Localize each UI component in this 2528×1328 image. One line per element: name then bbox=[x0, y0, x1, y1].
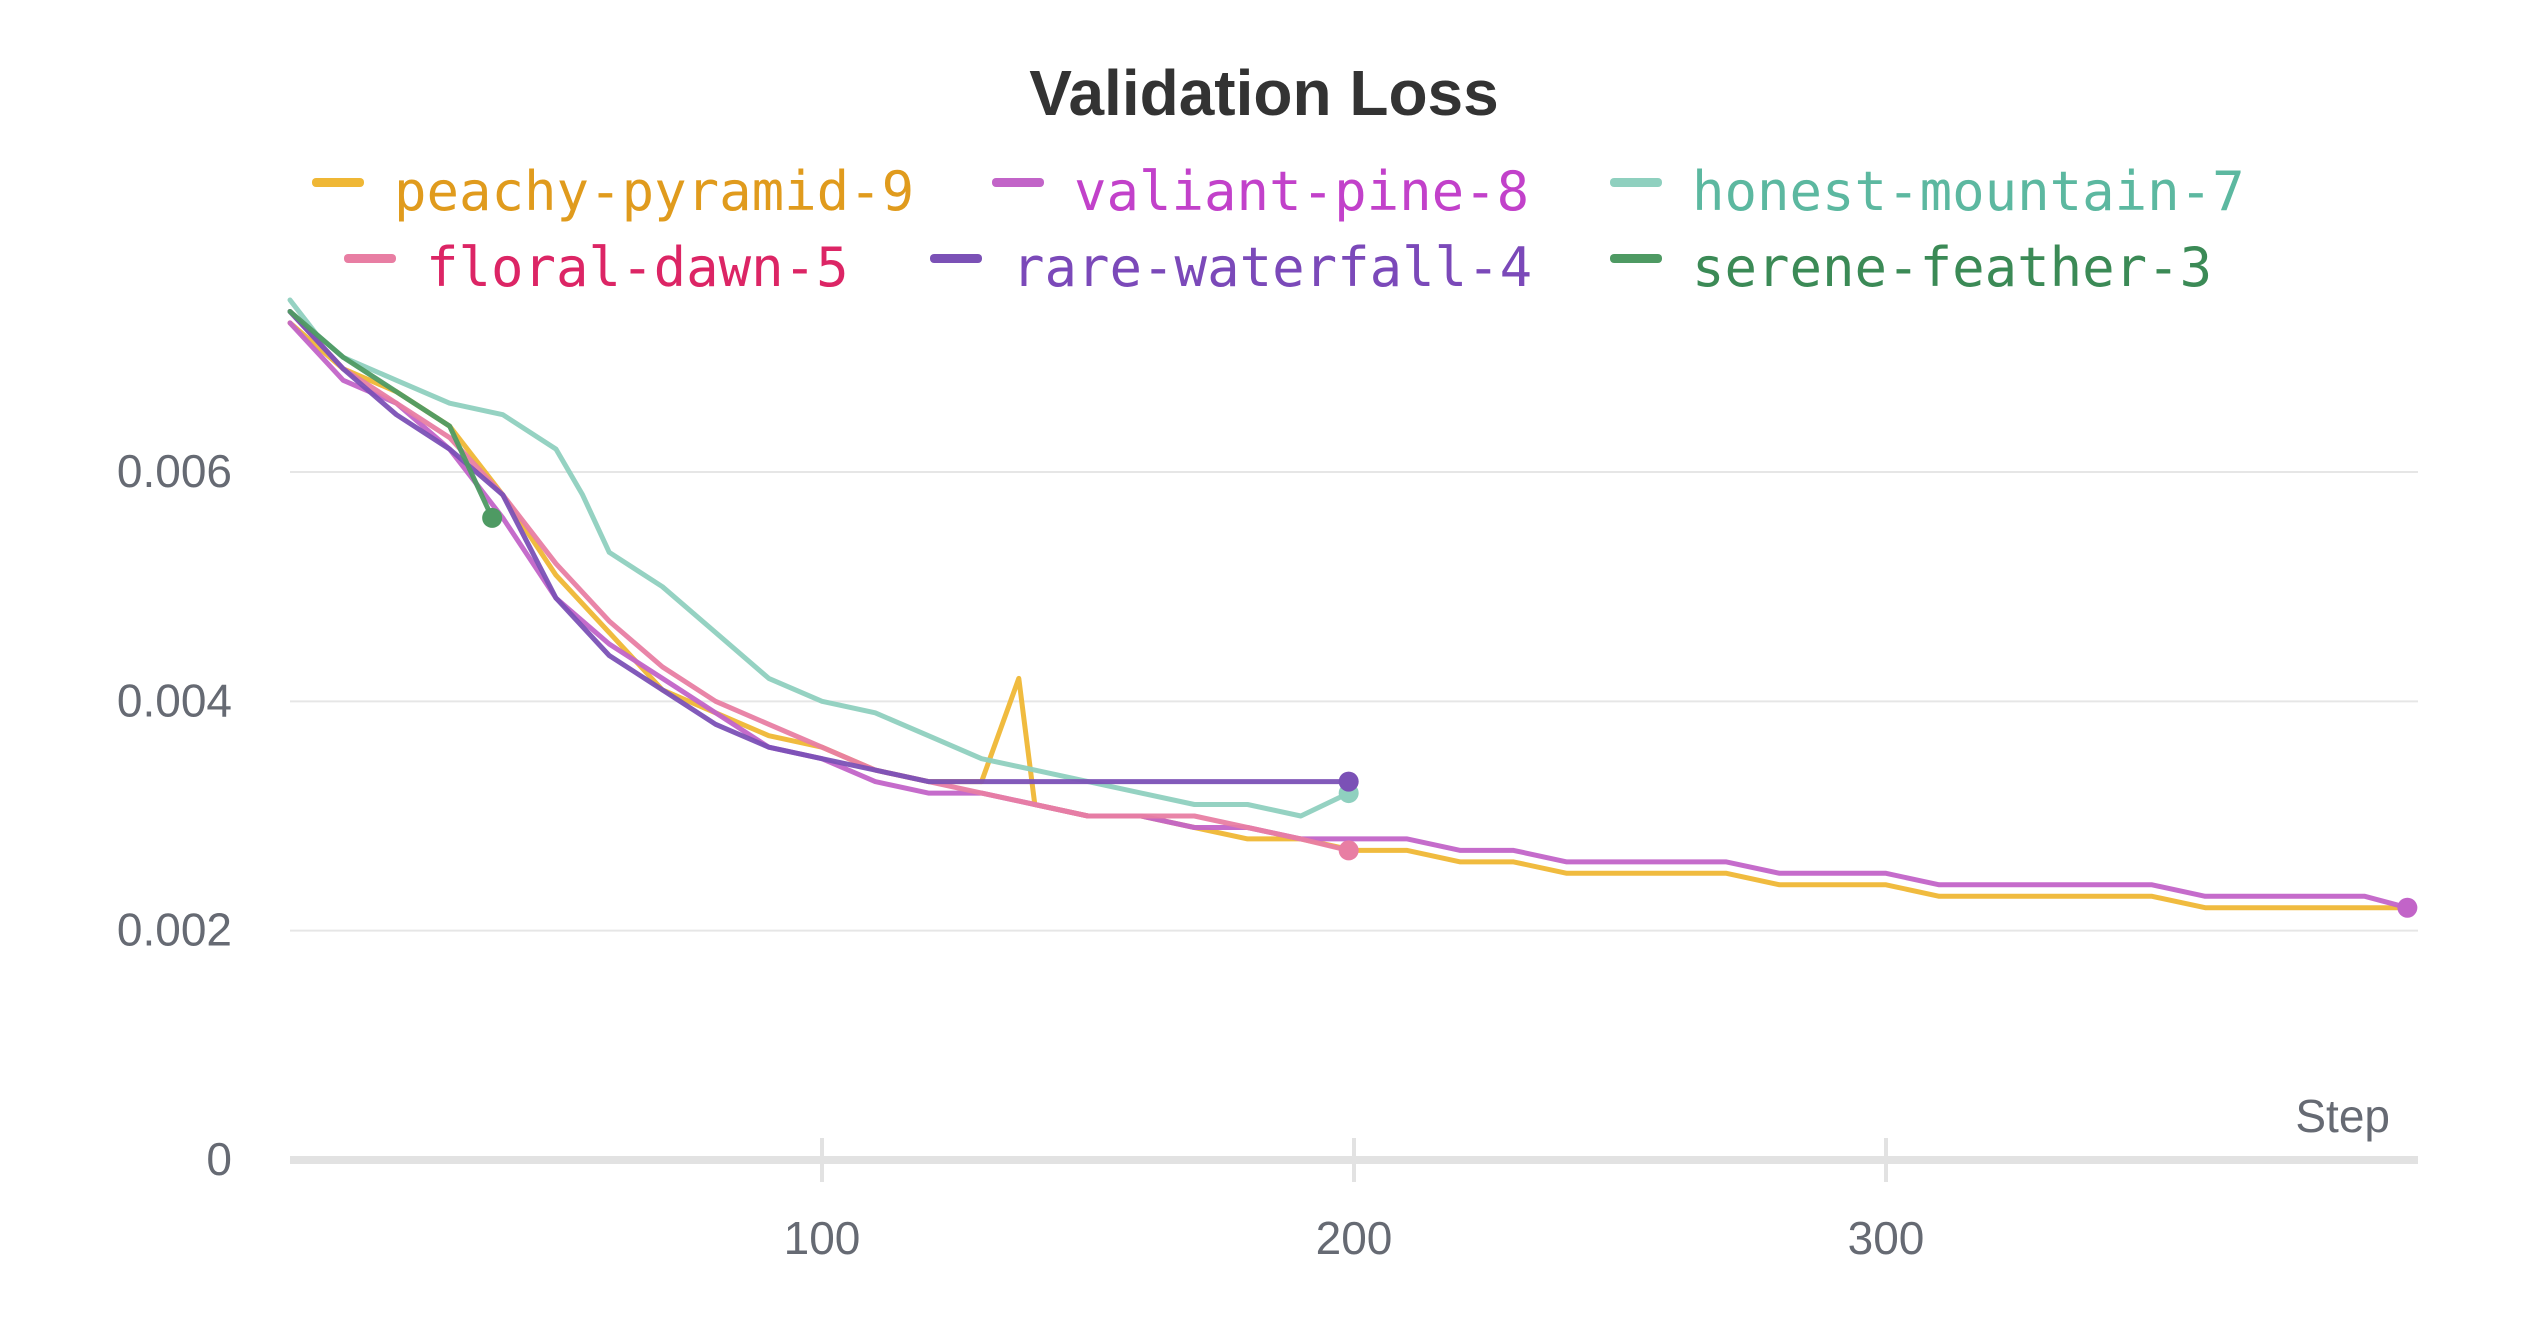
legend-item-rare-waterfall-4[interactable]: rare-waterfall-4 bbox=[930, 236, 1532, 299]
series-line-rare-waterfall-4 bbox=[287, 309, 1352, 785]
legend-swatch bbox=[930, 254, 982, 263]
series-end-point-valiant-pine-8 bbox=[2397, 897, 2418, 918]
legend-label: rare-waterfall-4 bbox=[1012, 236, 1533, 299]
legend-item-peachy-pyramid-9[interactable]: peachy-pyramid-9 bbox=[312, 160, 914, 223]
legend-swatch bbox=[992, 178, 1044, 187]
series-end-point-rare-waterfall-4 bbox=[1338, 771, 1359, 792]
x-tick-label: 200 bbox=[1316, 1212, 1393, 1264]
legend-label: valiant-pine-8 bbox=[1074, 160, 1530, 223]
series-end-point-floral-dawn-5 bbox=[1338, 840, 1359, 861]
chart-title: Validation Loss bbox=[1029, 57, 1499, 129]
series-line-peachy-pyramid-9 bbox=[287, 320, 2410, 911]
x-tick-label: 100 bbox=[784, 1212, 861, 1264]
legend-swatch bbox=[1610, 178, 1662, 187]
legend-label: peachy-pyramid-9 bbox=[394, 160, 915, 223]
legend-item-serene-feather-3[interactable]: serene-feather-3 bbox=[1610, 236, 2212, 299]
y-tick-label: 0.006 bbox=[117, 445, 232, 497]
legend-swatch bbox=[312, 178, 364, 187]
legend-swatch bbox=[344, 254, 396, 263]
y-tick-label: 0.002 bbox=[117, 904, 232, 956]
legend-label: serene-feather-3 bbox=[1692, 236, 2213, 299]
series-line-honest-mountain-7 bbox=[287, 297, 1352, 819]
legend-item-honest-mountain-7[interactable]: honest-mountain-7 bbox=[1610, 160, 2245, 223]
legend-label: honest-mountain-7 bbox=[1692, 160, 2245, 223]
legend-swatch bbox=[1610, 254, 1662, 263]
y-tick-label: 0 bbox=[206, 1133, 232, 1185]
x-axis-label: Step bbox=[2295, 1090, 2390, 1142]
series-line-floral-dawn-5 bbox=[287, 309, 1352, 853]
series-line-valiant-pine-8 bbox=[287, 320, 2410, 911]
legend-item-valiant-pine-8[interactable]: valiant-pine-8 bbox=[992, 160, 1529, 223]
series-end-point-serene-feather-3 bbox=[482, 507, 503, 528]
series-line-serene-feather-3 bbox=[287, 309, 495, 521]
y-tick-label: 0.004 bbox=[117, 674, 232, 726]
legend-item-floral-dawn-5[interactable]: floral-dawn-5 bbox=[344, 236, 849, 299]
x-tick-label: 300 bbox=[1848, 1212, 1925, 1264]
legend-label: floral-dawn-5 bbox=[426, 236, 849, 299]
